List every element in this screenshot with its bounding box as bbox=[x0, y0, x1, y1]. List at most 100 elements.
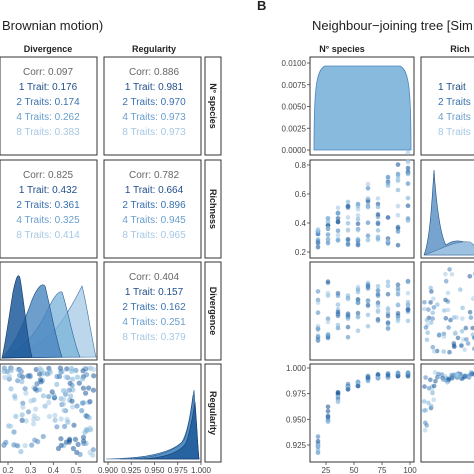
scatter-b-divergence-point bbox=[315, 300, 321, 306]
scatter-b-regularity-point bbox=[325, 404, 331, 410]
scatter-b-divergence-point bbox=[355, 310, 361, 316]
panel-a-divergence-regularity bbox=[103, 261, 202, 361]
scatter-b-rich-div-point bbox=[443, 271, 448, 277]
scatter-b-divergence-point bbox=[325, 319, 331, 325]
scatter-b-regularity-point bbox=[335, 390, 341, 396]
scatter-b-divergence-point bbox=[405, 318, 411, 324]
scatter-a-point bbox=[90, 387, 97, 393]
scatter-a-point bbox=[58, 416, 64, 422]
corr-label-1-2: 2 Traits: 0.970 bbox=[122, 97, 186, 108]
scatter-b-richness-point bbox=[355, 227, 361, 233]
scatter-b-rich-div-point bbox=[428, 320, 434, 325]
scatter-b-divergence-point bbox=[385, 279, 391, 285]
a-reg-x-tick-label: 0.975 bbox=[168, 466, 189, 474]
scatter-a-point bbox=[31, 416, 37, 422]
scatter-a-point bbox=[54, 381, 60, 387]
scatter-a-point bbox=[63, 374, 69, 380]
scatter-b-richness-point bbox=[345, 237, 351, 242]
scatter-b-regularity-point bbox=[375, 375, 381, 381]
scatter-b-rich-div-point bbox=[441, 349, 447, 354]
scatter-b-rich-reg-point bbox=[423, 375, 428, 380]
scatter-b-richness-point bbox=[345, 227, 351, 233]
scatter-a-point bbox=[82, 429, 88, 435]
scatter-b-richness-point bbox=[345, 221, 351, 226]
scatter-b-richness-point bbox=[325, 232, 331, 237]
corr-label-1-3: 4 Traits: 0.973 bbox=[122, 112, 186, 123]
scatter-a-point bbox=[20, 400, 26, 406]
scatter-b-rich-div-point bbox=[467, 274, 473, 279]
scatter-a-point bbox=[37, 365, 43, 371]
scatter-a-point bbox=[52, 417, 58, 423]
scatter-a-point bbox=[30, 421, 37, 427]
scatter-b-richness-point bbox=[365, 203, 371, 209]
scatter-b-richness-point bbox=[345, 242, 351, 247]
b-density-y-tick-label: 0.0050 bbox=[282, 103, 307, 112]
scatter-b-richness-point bbox=[395, 242, 401, 248]
scatter-b-richness-point bbox=[385, 174, 391, 180]
scatter-b-richness-point bbox=[405, 150, 411, 155]
scatter-b-divergence-point bbox=[315, 289, 321, 294]
scatter-a-point bbox=[55, 445, 62, 452]
scatter-b-richness-point bbox=[335, 228, 341, 233]
panel-a-row-label-divergence: Divergence bbox=[208, 287, 218, 336]
scatter-a-point bbox=[22, 443, 28, 449]
scatter-b-richness-point bbox=[325, 225, 331, 231]
scatter-b-rich-reg-point bbox=[431, 397, 437, 403]
panel-b-col-label-nspecies: N° species bbox=[319, 44, 365, 54]
scatter-b-regularity-point bbox=[325, 414, 331, 419]
scatter-a-point bbox=[6, 373, 13, 379]
scatter-b-richness-point bbox=[315, 227, 321, 232]
scatter-b-richness-point bbox=[365, 186, 371, 191]
scatter-b-richness-point bbox=[325, 240, 331, 246]
b-density-y-tick-label: 0.0000 bbox=[282, 146, 307, 155]
scatter-a-point bbox=[77, 451, 83, 457]
scatter-b-rich-div-point bbox=[447, 349, 452, 355]
b-div-y-tick-label: 0.8 bbox=[295, 161, 307, 170]
scatter-b-divergence-point bbox=[355, 289, 361, 295]
scatter-b-rich-div-point bbox=[462, 347, 468, 353]
scatter-a-point bbox=[58, 436, 64, 442]
scatter-b-rich-reg-point bbox=[466, 375, 472, 381]
scatter-b-rich-reg-point bbox=[422, 384, 427, 389]
correlation-labels: Corr: 0.097 1 Trait: 0.176 2 Traits: 0.174… bbox=[16, 67, 186, 343]
b-density-y-tick-label: 0.0075 bbox=[282, 81, 307, 90]
scatter-b-divergence-point bbox=[315, 333, 321, 339]
panel-b-rich-corr bbox=[420, 56, 474, 156]
scatter-b-divergence-point bbox=[385, 306, 391, 311]
a-div-x-tick-label: 0.4 bbox=[48, 466, 60, 474]
scatter-panel-b bbox=[315, 150, 474, 455]
scatter-b-richness-point bbox=[375, 220, 381, 225]
scatter-b-richness-point bbox=[395, 213, 401, 218]
scatter-b-rich-div-point bbox=[443, 278, 449, 284]
scatter-a-point bbox=[34, 381, 40, 387]
scatter-b-divergence-point bbox=[375, 284, 381, 289]
panel-a-row-strip-regularity bbox=[204, 363, 222, 463]
scatter-b-richness-point bbox=[405, 171, 411, 177]
scatter-a-point bbox=[11, 429, 17, 435]
panel-a-row-label-richness: Richness bbox=[208, 189, 218, 229]
scatter-a-point bbox=[87, 399, 93, 405]
scatter-b-regularity-point bbox=[365, 378, 371, 384]
scatter-b-rich-div-point bbox=[447, 267, 452, 272]
scatter-b-divergence-point bbox=[355, 300, 361, 306]
scatter-b-richness-point bbox=[335, 232, 341, 238]
scatter-b-richness-point bbox=[405, 203, 411, 209]
scatter-b-divergence-point bbox=[405, 279, 411, 285]
corr-label-2-0: Corr: 0.825 bbox=[23, 170, 73, 181]
scatter-a-point bbox=[57, 365, 64, 371]
scatter-b-richness-point bbox=[355, 216, 361, 222]
scatter-b-divergence-point bbox=[365, 323, 371, 329]
scatter-b-rich-reg-point bbox=[430, 389, 435, 394]
scatter-a-point bbox=[69, 398, 75, 404]
scatter-b-richness-point bbox=[345, 215, 351, 220]
scatter-b-richness-point bbox=[365, 196, 371, 201]
scatter-b-rich-div-point bbox=[445, 290, 451, 296]
density-reg-1-trait bbox=[139, 401, 200, 460]
corr-label-1-1: 1 Trait: 0.981 bbox=[125, 82, 184, 93]
scatter-b-rich-div-point bbox=[454, 315, 459, 320]
scatter-b-richness-point bbox=[395, 173, 401, 178]
scatter-b-richness-point bbox=[395, 162, 401, 167]
corr-label-2-1: 1 Trait: 0.432 bbox=[19, 185, 78, 196]
scatter-b-richness-point bbox=[335, 205, 341, 211]
b-density-y-tick-label: 0.0100 bbox=[282, 59, 307, 68]
